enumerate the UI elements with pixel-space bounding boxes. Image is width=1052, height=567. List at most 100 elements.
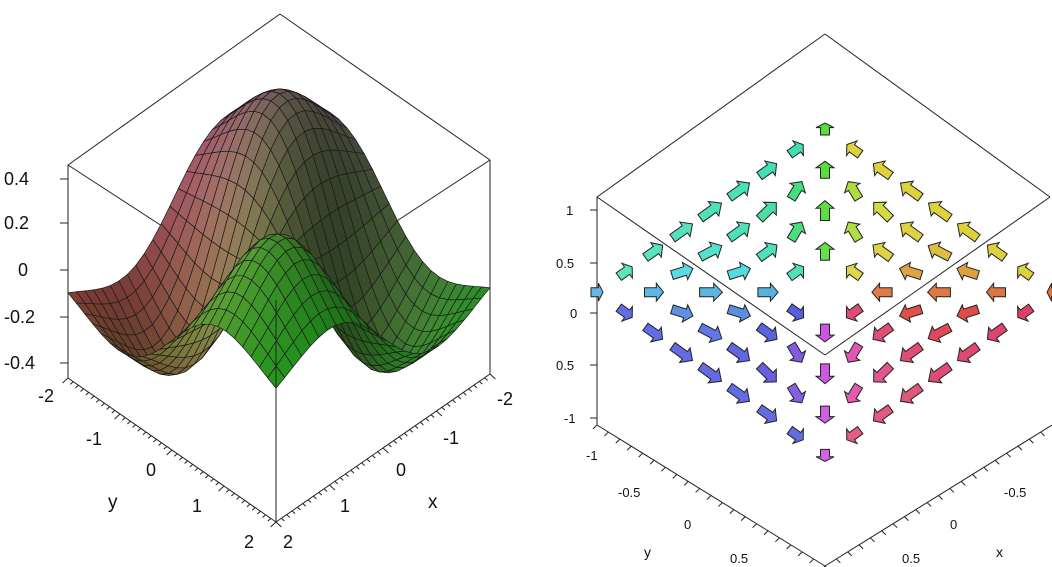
field-arrow	[590, 282, 604, 302]
z-tick-label: -0.2	[4, 307, 35, 327]
field-arrow	[846, 139, 864, 159]
field-arrow	[843, 181, 864, 202]
field-arrow	[845, 303, 864, 323]
field-arrow	[644, 281, 665, 303]
field-arrow	[786, 341, 807, 363]
field-arrow	[843, 221, 864, 243]
field-arrow	[871, 281, 893, 303]
field-arrow	[726, 221, 751, 243]
field-arrow	[786, 262, 805, 282]
field-side-tick-label: 1	[566, 203, 573, 218]
field-arrow	[786, 425, 804, 445]
field-arrow	[669, 341, 694, 364]
z-axis: 0.4 0.2 0 -0.2 -0.4	[4, 169, 68, 373]
field-arrow	[699, 281, 724, 303]
y-tick-label: 1	[192, 496, 202, 516]
field-arrow	[815, 448, 835, 462]
field-arrow	[927, 322, 953, 344]
field-arrow	[899, 382, 924, 404]
field-arrow	[872, 160, 894, 181]
field-arrow	[956, 341, 981, 364]
field-x-axis: -0.5 0 0.5 x	[824, 425, 1052, 567]
y-tick-label: 2	[244, 532, 254, 552]
field-arrow	[757, 281, 779, 303]
x-tick-label: -2	[497, 389, 513, 409]
field-arrow	[872, 404, 894, 425]
field-arrow	[697, 200, 723, 223]
field-arrow	[726, 341, 751, 364]
field-side-tick-label: 0.5	[556, 358, 574, 373]
field-arrow	[872, 241, 895, 263]
field-arrow	[814, 363, 836, 385]
field-arrow	[814, 200, 836, 221]
field-arrow	[786, 303, 805, 323]
field-arrow	[898, 303, 924, 324]
field-arrow	[927, 361, 953, 384]
z-tick-label: 0	[18, 260, 28, 280]
field-arrow	[872, 322, 895, 343]
x-tick-label: 2	[283, 532, 293, 552]
field-arrow	[926, 281, 951, 303]
field-arrow	[956, 221, 981, 243]
y-tick-label: -2	[38, 386, 54, 406]
field-arrow	[642, 322, 664, 343]
field-x-tick-label: 0	[950, 517, 957, 532]
field-arrow	[814, 160, 836, 179]
field-arrow	[726, 261, 752, 281]
field-y-tick-label: -1	[586, 448, 598, 463]
x-tick-label: 0	[396, 460, 406, 480]
field-arrow	[899, 221, 924, 243]
y-axis-label: y	[108, 492, 118, 513]
field-arrow	[843, 382, 864, 404]
field-y-tick-label: -0.5	[618, 485, 640, 500]
field-arrow	[814, 323, 836, 343]
field-arrow	[615, 262, 633, 281]
field-arrow	[845, 262, 864, 282]
field-side-tick-label: 0.5	[556, 256, 574, 271]
field-arrow	[814, 405, 836, 424]
field-arrow	[1017, 303, 1035, 323]
field-arrow	[756, 404, 778, 425]
field-arrow	[927, 200, 953, 223]
field-y-axis-label: y	[644, 544, 651, 560]
field-arrow	[873, 201, 895, 223]
field-arrows	[590, 122, 1052, 462]
field-arrow	[873, 361, 895, 383]
field-arrow	[898, 261, 924, 281]
surface-plot: 0.4 0.2 0 -0.2 -0.4 -2 -1 0 1 2 y -2 -1	[4, 13, 513, 552]
field-arrow	[726, 382, 751, 404]
field-arrow	[697, 322, 723, 344]
field-arrow	[815, 122, 835, 136]
field-arrow	[786, 382, 807, 404]
field-arrow	[986, 322, 1008, 343]
surface-mesh	[67, 88, 491, 389]
field-arrow	[756, 160, 778, 181]
y-tick-label: 0	[146, 460, 156, 480]
field-x-tick-label: 0.5	[902, 551, 920, 566]
field-arrow	[846, 425, 864, 445]
field-arrow	[786, 181, 807, 202]
field-y-tick-label: 0	[684, 517, 691, 532]
field-arrow	[814, 241, 836, 261]
field-arrow	[1046, 282, 1052, 302]
field-arrow	[755, 201, 777, 223]
field-arrow	[786, 221, 807, 243]
field-side-tick-label: 0	[570, 306, 577, 321]
field-arrow	[986, 241, 1008, 262]
field-arrow	[755, 361, 777, 383]
field-arrow	[899, 341, 924, 364]
y-tick-label: -1	[86, 429, 102, 449]
vector-field-plot: 1 0.5 0 0.5 -1 -1 -0.5 0 0.5 y -0.5 0 0.…	[556, 33, 1052, 567]
field-arrow	[669, 261, 694, 281]
field-arrow	[755, 241, 778, 263]
field-arrow	[697, 241, 723, 262]
field-side-tick-label: -1	[564, 411, 576, 426]
field-arrow	[642, 241, 664, 262]
field-arrow	[956, 261, 981, 281]
x-axis: -2 -1 0 1 2 x	[275, 373, 513, 552]
field-arrow	[697, 361, 723, 384]
field-arrow	[927, 241, 953, 262]
field-arrow	[786, 139, 804, 159]
z-tick-label: -0.4	[4, 353, 35, 373]
